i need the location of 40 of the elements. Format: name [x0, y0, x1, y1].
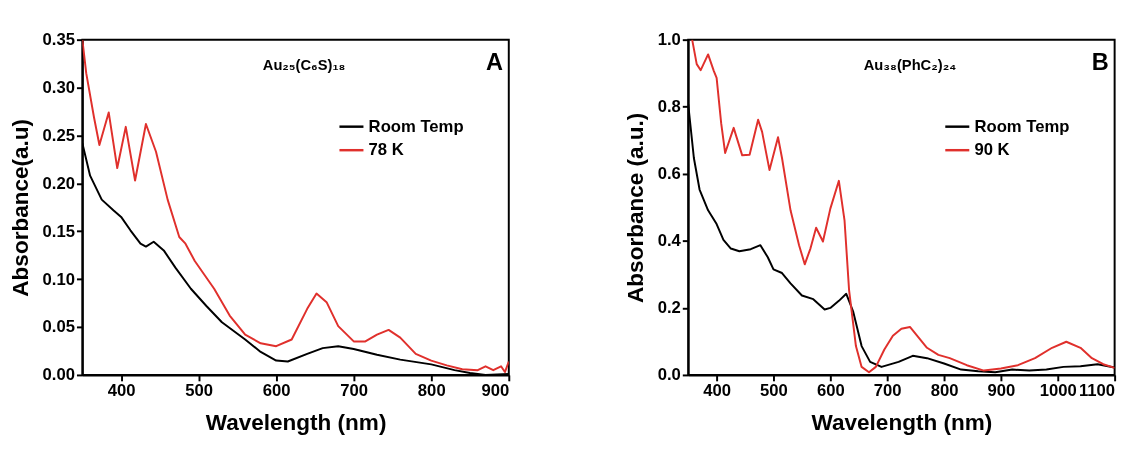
y-axis-title: Absorbance (a.u.): [622, 112, 648, 303]
legend-label: 90 K: [974, 140, 1010, 160]
y-tick-label: 0.6: [657, 164, 681, 184]
y-tick-label: 0.10: [42, 269, 75, 289]
x-axis-title: Wavelength (nm): [811, 410, 993, 436]
x-tick-label: 500: [760, 381, 788, 401]
y-tick-label: 0.0: [657, 365, 681, 385]
x-tick-label: 700: [340, 381, 369, 401]
x-tick-label: 500: [185, 381, 214, 401]
x-tick-label: 600: [816, 381, 845, 401]
x-tick-label: 800: [417, 381, 446, 401]
x-tick-label: 400: [107, 381, 136, 401]
annotation: B: [1091, 49, 1109, 76]
x-tick-label: 900: [481, 381, 510, 401]
y-tick-label: 0.20: [42, 173, 75, 193]
legend-label: Room Temp: [368, 116, 464, 136]
x-tick-label: 600: [262, 381, 291, 401]
y-tick-label: 0.05: [42, 317, 75, 337]
y-tick-label: 0.4: [657, 231, 682, 251]
y-tick-label: 0.00: [42, 365, 75, 385]
x-tick-label: 1100: [1078, 381, 1116, 401]
y-tick-label: 1.0: [657, 30, 681, 50]
annotation: A: [485, 49, 503, 76]
legend-label: Room Temp: [974, 116, 1070, 136]
annotation: Au₃₈(PhC₂)₂₄: [863, 57, 957, 74]
y-axis-title: Absorbance(a.u): [7, 118, 33, 297]
y-tick-label: 0.35: [42, 30, 75, 50]
y-tick-label: 0.8: [657, 97, 681, 117]
x-tick-label: 800: [930, 381, 959, 401]
x-tick-label: 900: [987, 381, 1016, 401]
y-tick-label: 0.2: [657, 298, 681, 318]
annotation: Au₂₅(C₆S)₁₈: [262, 57, 346, 74]
legend-label: 78 K: [368, 140, 404, 160]
y-tick-label: 0.30: [42, 77, 75, 97]
x-tick-label: 1000: [1039, 381, 1077, 401]
y-tick-label: 0.15: [42, 221, 75, 241]
x-tick-label: 400: [703, 381, 732, 401]
y-tick-label: 0.25: [42, 125, 75, 145]
x-tick-label: 700: [873, 381, 902, 401]
x-axis-title: Wavelength (nm): [205, 410, 387, 436]
